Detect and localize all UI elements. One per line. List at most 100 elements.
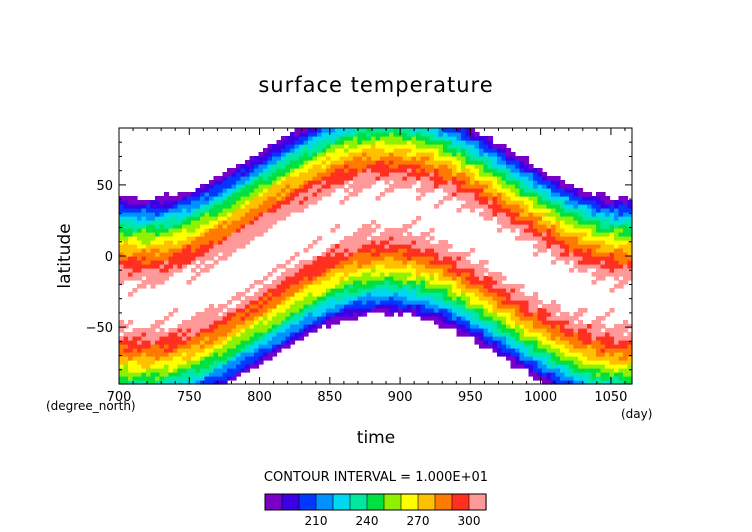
heatmap-cell xyxy=(474,300,480,305)
heatmap-cell xyxy=(236,336,242,341)
heatmap-cell xyxy=(209,324,215,329)
heatmap-cell xyxy=(240,292,246,297)
heatmap-cell xyxy=(560,240,566,245)
heatmap-cell xyxy=(587,212,593,217)
heatmap-cell xyxy=(150,264,156,269)
heatmap-cell xyxy=(249,196,255,201)
heatmap-cell xyxy=(546,244,552,249)
heatmap-cell xyxy=(137,244,143,249)
heatmap-cell xyxy=(335,180,341,185)
heatmap-cell xyxy=(231,200,237,205)
heatmap-cell xyxy=(398,268,404,273)
heatmap-cell xyxy=(497,324,503,329)
heatmap-cell xyxy=(515,208,521,213)
heatmap-cell xyxy=(420,192,426,197)
heatmap-cell xyxy=(479,140,485,145)
heatmap-cell xyxy=(456,332,462,337)
heatmap-cell xyxy=(380,172,386,177)
heatmap-cell xyxy=(155,336,161,341)
heatmap-cell xyxy=(479,204,485,209)
heatmap-cell xyxy=(321,280,327,285)
heatmap-cell xyxy=(600,344,606,349)
heatmap-cell xyxy=(339,176,345,181)
heatmap-cell xyxy=(528,312,534,317)
heatmap-cell xyxy=(137,336,143,341)
heatmap-cell xyxy=(528,168,534,173)
heatmap-cell xyxy=(321,168,327,173)
heatmap-cell xyxy=(578,376,584,381)
heatmap-cell xyxy=(479,324,485,329)
heatmap-cell xyxy=(339,296,345,301)
heatmap-cell xyxy=(119,324,125,329)
heatmap-cell xyxy=(506,320,512,325)
heatmap-cell xyxy=(236,320,242,325)
heatmap-cell xyxy=(348,192,354,197)
heatmap-cell xyxy=(447,276,453,281)
heatmap-cell xyxy=(510,328,516,333)
heatmap-cell xyxy=(339,280,345,285)
heatmap-cell xyxy=(155,204,161,209)
heatmap-cell xyxy=(578,312,584,317)
heatmap-cell xyxy=(546,240,552,245)
heatmap-cell xyxy=(627,228,633,233)
heatmap-cell xyxy=(164,236,170,241)
heatmap-cell xyxy=(519,328,525,333)
heatmap-cell xyxy=(591,236,597,241)
heatmap-cell xyxy=(231,184,237,189)
heatmap-cell xyxy=(285,340,291,345)
heatmap-cell xyxy=(596,356,602,361)
heatmap-cell xyxy=(402,268,408,273)
heatmap-cell xyxy=(204,256,210,261)
heatmap-cell xyxy=(564,224,570,229)
heatmap-cell xyxy=(150,236,156,241)
heatmap-cell xyxy=(254,164,260,169)
heatmap-cell xyxy=(555,196,561,201)
heatmap-cell xyxy=(519,336,525,341)
heatmap-cell xyxy=(420,264,426,269)
heatmap-cell xyxy=(362,260,368,265)
heatmap-cell xyxy=(353,300,359,305)
heatmap-cell xyxy=(155,252,161,257)
heatmap-cell xyxy=(591,204,597,209)
heatmap-cell xyxy=(416,216,422,221)
heatmap-cell xyxy=(425,164,431,169)
heatmap-cell xyxy=(474,264,480,269)
heatmap-cell xyxy=(339,140,345,145)
heatmap-cell xyxy=(240,308,246,313)
heatmap-cell xyxy=(447,188,453,193)
heatmap-cell xyxy=(213,252,219,257)
heatmap-cell xyxy=(443,164,449,169)
heatmap-cell xyxy=(389,288,395,293)
heatmap-cell xyxy=(281,288,287,293)
heatmap-cell xyxy=(420,160,426,165)
heatmap-cell xyxy=(222,216,228,221)
heatmap-cell xyxy=(222,372,228,377)
heatmap-cell xyxy=(452,300,458,305)
heatmap-cell xyxy=(555,376,561,381)
heatmap-cell xyxy=(474,328,480,333)
heatmap-cell xyxy=(519,224,525,229)
heatmap-cell xyxy=(533,360,539,365)
heatmap-cell xyxy=(294,268,300,273)
heatmap-cell xyxy=(335,312,341,317)
heatmap-cell xyxy=(141,272,147,277)
heatmap-cell xyxy=(371,296,377,301)
heatmap-cell xyxy=(375,172,381,177)
heatmap-cell xyxy=(461,176,467,181)
heatmap-cell xyxy=(623,364,629,369)
heatmap-cell xyxy=(542,332,548,337)
heatmap-cell xyxy=(551,208,557,213)
heatmap-cell xyxy=(357,152,363,157)
heatmap-cell xyxy=(591,364,597,369)
heatmap-cell xyxy=(357,164,363,169)
heatmap-cell xyxy=(546,344,552,349)
heatmap-cell xyxy=(263,208,269,213)
heatmap-cell xyxy=(564,220,570,225)
heatmap-cell xyxy=(159,232,165,237)
heatmap-cell xyxy=(564,348,570,353)
heatmap-cell xyxy=(159,336,165,341)
heatmap-cell xyxy=(240,364,246,369)
heatmap-cell xyxy=(195,196,201,201)
heatmap-cell xyxy=(362,180,368,185)
heatmap-cell xyxy=(614,336,620,341)
